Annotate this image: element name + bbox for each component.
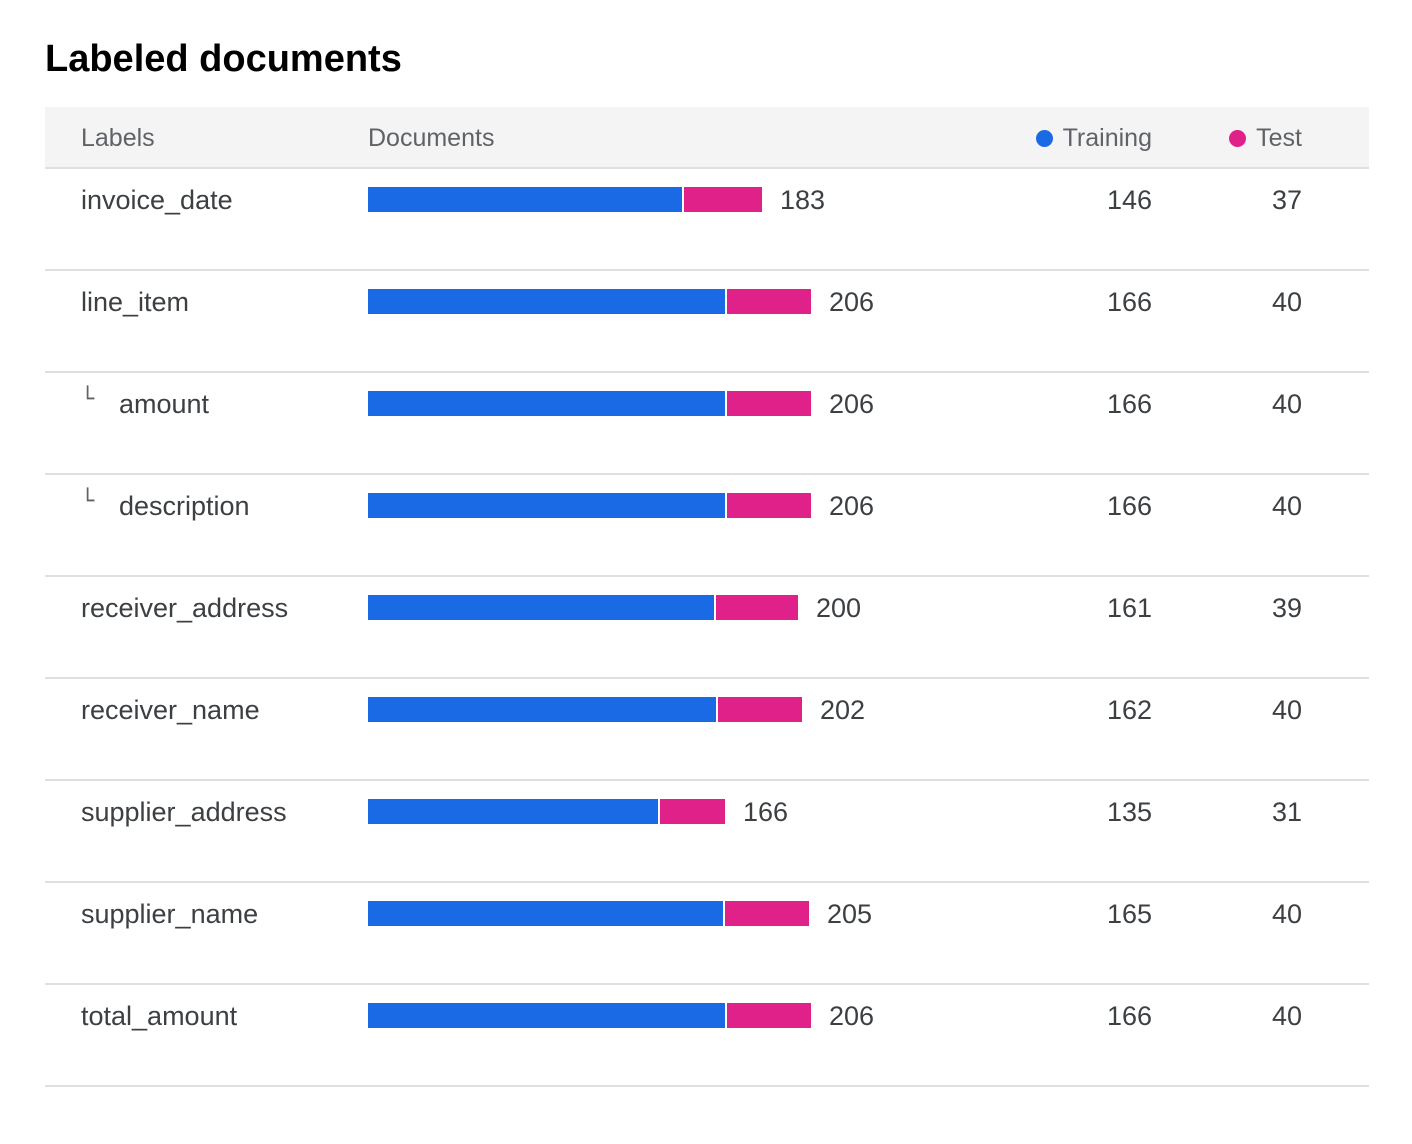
documents-bar xyxy=(368,799,725,824)
test-legend-dot-icon xyxy=(1229,130,1247,147)
documents-total: 166 xyxy=(743,797,789,827)
column-header-documents: Documents xyxy=(368,124,495,152)
column-header-training: Training xyxy=(1035,124,1152,153)
documents-bar xyxy=(368,493,811,518)
row-label: receiver_address xyxy=(81,593,289,623)
documents-total: 206 xyxy=(829,1001,875,1031)
training-bar-segment xyxy=(368,595,714,620)
documents-total: 183 xyxy=(780,185,826,215)
column-header-test: Test xyxy=(1229,124,1302,153)
table-header: Labels Documents Training Test xyxy=(45,107,1369,169)
table-row: line_item 206 166 40 xyxy=(45,271,1369,373)
training-legend-dot-icon xyxy=(1035,130,1053,147)
training-bar-segment xyxy=(368,697,716,722)
test-count: 40 xyxy=(1271,899,1302,929)
training-bar-segment xyxy=(368,391,725,416)
table-row: └ amount 206 166 40 xyxy=(45,373,1369,475)
training-bar-segment xyxy=(368,493,725,518)
training-count: 161 xyxy=(1106,593,1152,623)
test-bar-segment xyxy=(714,595,798,620)
training-count: 166 xyxy=(1106,491,1152,521)
column-header-labels: Labels xyxy=(81,124,155,152)
training-count: 135 xyxy=(1106,797,1152,827)
table-row: receiver_name 202 162 40 xyxy=(45,679,1369,781)
labeled-documents-table: Labels Documents Training Test invoice_d… xyxy=(45,107,1369,1087)
row-label: description xyxy=(119,491,250,521)
row-label: amount xyxy=(119,389,210,419)
training-count: 166 xyxy=(1106,287,1152,317)
test-count: 37 xyxy=(1271,185,1302,215)
test-bar-segment xyxy=(658,799,725,824)
documents-bar xyxy=(368,901,809,926)
child-branch-icon: └ xyxy=(81,387,95,412)
documents-bar xyxy=(368,697,802,722)
training-count: 166 xyxy=(1106,1001,1152,1031)
test-count: 40 xyxy=(1271,1001,1302,1031)
training-count: 165 xyxy=(1106,899,1152,929)
row-label: line_item xyxy=(81,287,190,317)
test-count: 40 xyxy=(1271,491,1302,521)
row-label: total_amount xyxy=(81,1001,238,1031)
training-count: 166 xyxy=(1106,389,1152,419)
training-count: 146 xyxy=(1106,185,1152,215)
test-bar-segment xyxy=(725,289,811,314)
page-title: Labeled documents xyxy=(45,38,402,80)
training-bar-segment xyxy=(368,1003,725,1028)
test-legend-label: Test xyxy=(1256,124,1302,152)
table-body: invoice_date 183 146 37 line_item 206 166 40 └ am… xyxy=(45,169,1369,1087)
test-bar-segment xyxy=(725,493,811,518)
table-row: supplier_name 205 165 40 xyxy=(45,883,1369,985)
row-label: receiver_name xyxy=(81,695,260,725)
test-count: 31 xyxy=(1271,797,1302,827)
documents-total: 206 xyxy=(829,491,875,521)
table-row: total_amount 206 166 40 xyxy=(45,985,1369,1087)
row-label: invoice_date xyxy=(81,185,233,215)
documents-bar xyxy=(368,595,798,620)
test-count: 39 xyxy=(1271,593,1302,623)
documents-total: 200 xyxy=(816,593,862,623)
training-legend-label: Training xyxy=(1062,124,1152,152)
training-bar-segment xyxy=(368,289,725,314)
documents-total: 205 xyxy=(827,899,873,929)
test-count: 40 xyxy=(1271,287,1302,317)
child-branch-icon: └ xyxy=(81,489,95,514)
documents-bar xyxy=(368,391,811,416)
test-bar-segment xyxy=(725,1003,811,1028)
documents-bar xyxy=(368,187,762,212)
training-bar-segment xyxy=(368,901,723,926)
row-label: supplier_address xyxy=(81,797,287,827)
documents-total: 202 xyxy=(820,695,866,725)
test-count: 40 xyxy=(1271,695,1302,725)
table-row: receiver_address 200 161 39 xyxy=(45,577,1369,679)
documents-total: 206 xyxy=(829,389,875,419)
documents-total: 206 xyxy=(829,287,875,317)
table-row: supplier_address 166 135 31 xyxy=(45,781,1369,883)
test-bar-segment xyxy=(723,901,809,926)
table-row: invoice_date 183 146 37 xyxy=(45,169,1369,271)
training-bar-segment xyxy=(368,799,658,824)
test-bar-segment xyxy=(716,697,802,722)
training-bar-segment xyxy=(368,187,682,212)
test-bar-segment xyxy=(682,187,762,212)
table-row: └ description 206 166 40 xyxy=(45,475,1369,577)
test-bar-segment xyxy=(725,391,811,416)
documents-bar xyxy=(368,1003,811,1028)
documents-bar xyxy=(368,289,811,314)
test-count: 40 xyxy=(1271,389,1302,419)
row-label: supplier_name xyxy=(81,899,259,929)
training-count: 162 xyxy=(1106,695,1152,725)
